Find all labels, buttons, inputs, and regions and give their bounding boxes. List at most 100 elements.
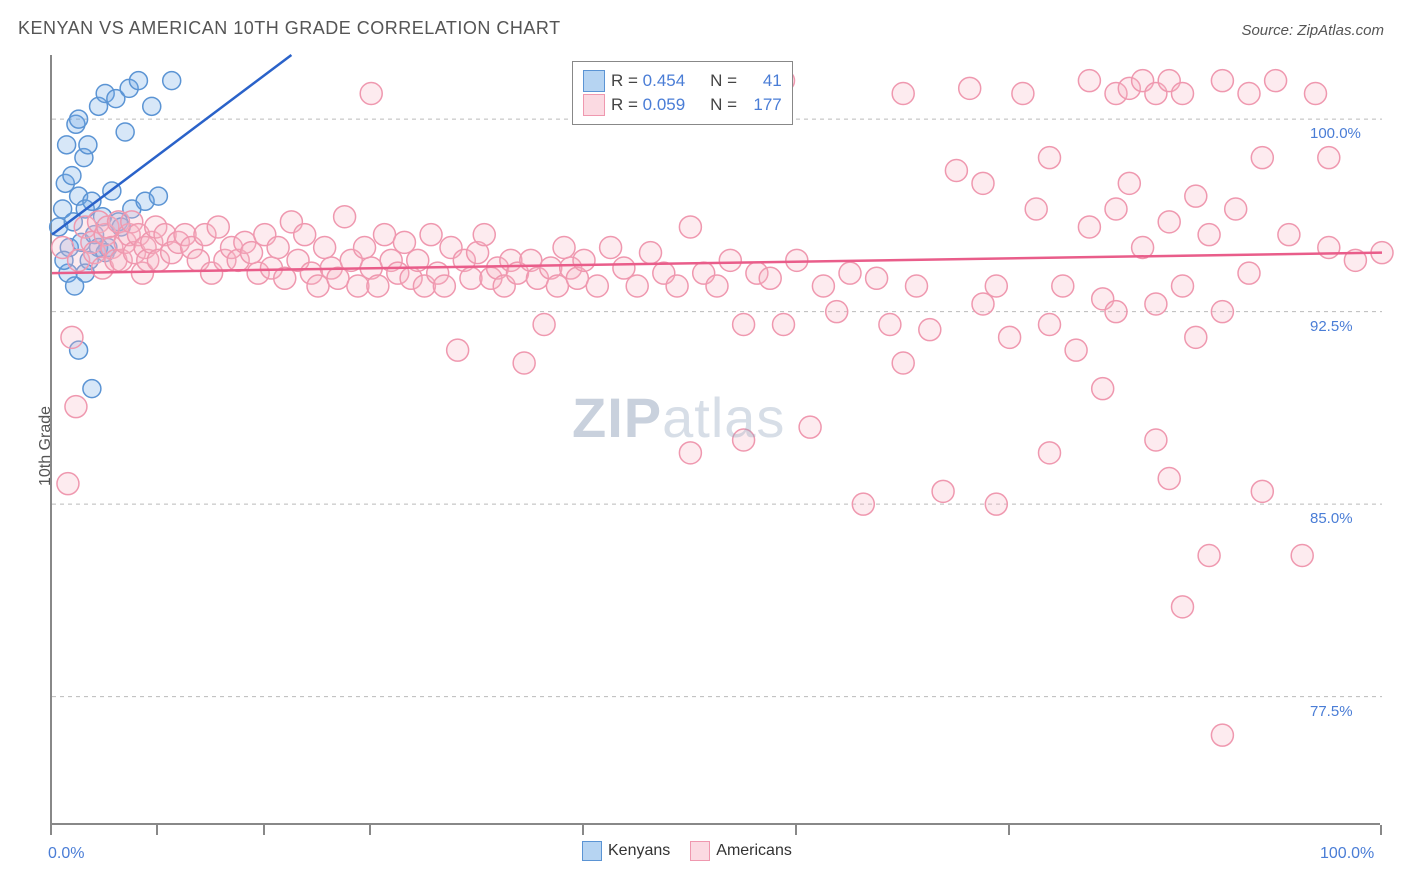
american-point [733,314,755,336]
american-point [1251,147,1273,169]
american-point [65,396,87,418]
x-tick [369,825,371,835]
american-point [919,319,941,341]
american-point [1211,301,1233,323]
y-tick-label: 85.0% [1310,510,1353,527]
american-point [1078,216,1100,238]
american-point [773,314,795,336]
american-point [573,249,595,271]
kenyan-point [70,110,88,128]
american-point [1238,262,1260,284]
american-point [360,83,382,105]
american-point [640,242,662,264]
american-point [932,480,954,502]
x-tick [1380,825,1382,835]
kenyan-point [66,277,84,295]
american-point [1305,83,1327,105]
x-axis-min-label: 0.0% [48,845,84,863]
source-attribution: Source: ZipAtlas.com [1241,22,1384,39]
american-point [1291,545,1313,567]
x-tick [156,825,158,835]
american-point [334,206,356,228]
american-point [959,77,981,99]
american-point [852,493,874,515]
american-point [57,473,79,495]
american-point [1105,198,1127,220]
scatter-svg [52,55,1380,823]
american-point [733,429,755,451]
chart-container: KENYAN VS AMERICAN 10TH GRADE CORRELATIO… [0,0,1406,892]
american-point [586,275,608,297]
legend-swatch [582,841,602,861]
legend-item: Americans [690,841,792,861]
american-point [1105,301,1127,323]
american-point [1012,83,1034,105]
american-point [447,339,469,361]
american-point [759,267,781,289]
american-point [719,249,741,271]
american-point [1092,378,1114,400]
kenyan-point [149,187,167,205]
american-point [294,224,316,246]
legend-stat-row: R = 0.059 N = 177 [583,94,782,116]
american-point [1185,326,1207,348]
american-point [812,275,834,297]
american-point [985,493,1007,515]
american-point [267,237,289,259]
american-point [354,237,376,259]
american-point [367,275,389,297]
kenyan-point [63,167,81,185]
legend-series: Kenyans Americans [582,841,792,861]
american-point [1145,293,1167,315]
legend-swatch [583,70,605,92]
american-point [906,275,928,297]
american-point [1225,198,1247,220]
american-point [626,275,648,297]
plot-area: ZIPatlas R = 0.454 N = 41R = 0.059 N = 1… [50,55,1380,825]
y-tick-label: 77.5% [1310,703,1353,720]
american-point [1025,198,1047,220]
chart-title: KENYAN VS AMERICAN 10TH GRADE CORRELATIO… [18,18,561,39]
american-point [460,267,482,289]
american-point [839,262,861,284]
american-point [879,314,901,336]
american-point [1172,83,1194,105]
kenyan-point [58,136,76,154]
x-axis-max-label: 100.0% [1320,845,1374,863]
x-tick [50,825,52,835]
american-point [1265,70,1287,92]
american-point [1052,275,1074,297]
american-point [1065,339,1087,361]
american-point [1158,211,1180,233]
american-point [945,160,967,182]
american-point [1039,314,1061,336]
american-point [533,314,555,336]
american-point [1318,237,1340,259]
legend-swatch [583,94,605,116]
kenyan-point [129,72,147,90]
american-point [866,267,888,289]
y-tick-label: 92.5% [1310,318,1353,335]
american-point [420,224,442,246]
x-tick [795,825,797,835]
legend-item: Kenyans [582,841,670,861]
american-point [1211,70,1233,92]
american-point [1211,724,1233,746]
american-point [999,326,1021,348]
american-point [1039,442,1061,464]
american-point [553,237,575,259]
american-point [826,301,848,323]
american-point [600,237,622,259]
american-point [1118,172,1140,194]
kenyan-point [83,380,101,398]
american-point [679,216,701,238]
american-point [1158,468,1180,490]
legend-stats: R = 0.454 N = 41R = 0.059 N = 177 [572,61,793,125]
american-point [473,224,495,246]
x-tick [263,825,265,835]
american-point [892,352,914,374]
american-point [1039,147,1061,169]
kenyan-point [163,72,181,90]
kenyan-point [143,97,161,115]
american-point [1145,429,1167,451]
